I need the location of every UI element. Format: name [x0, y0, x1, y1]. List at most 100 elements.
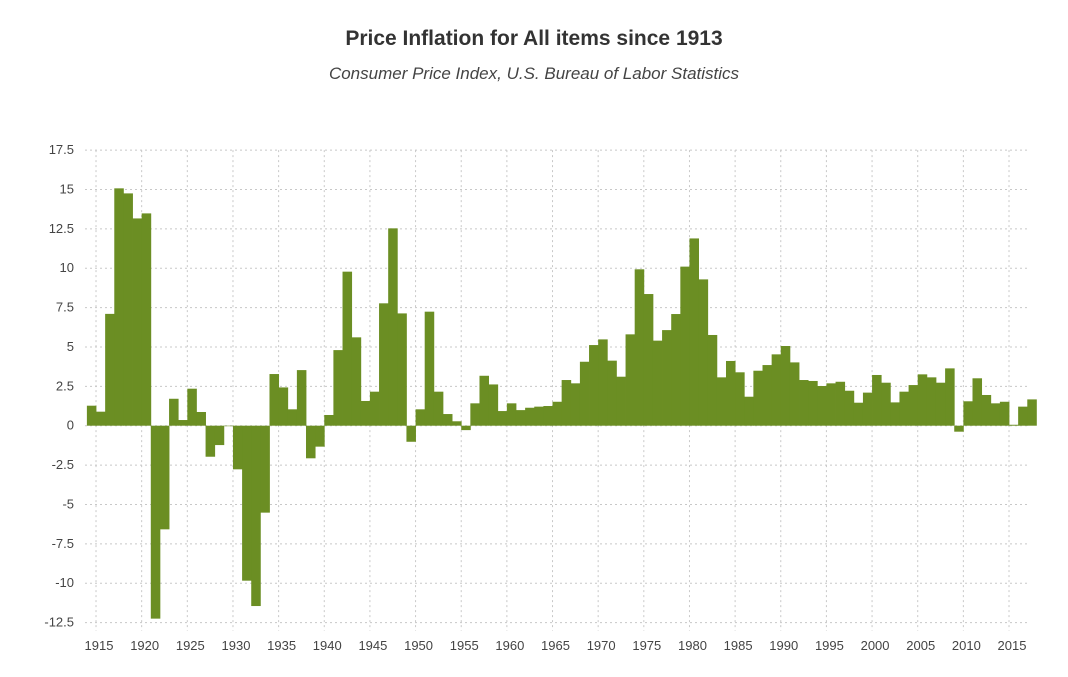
- bar-1984: [725, 360, 736, 426]
- bars: [86, 188, 1037, 619]
- bar-1955: [461, 425, 471, 431]
- bar-2016: [1018, 406, 1028, 426]
- bar-2015: [1009, 424, 1019, 426]
- x-tick-label: 1940: [313, 638, 342, 653]
- bar-1953: [442, 414, 453, 426]
- bar-1919: [132, 218, 143, 426]
- bar-1914: [86, 405, 97, 426]
- x-tick-label: 1920: [130, 638, 159, 653]
- bar-1974: [634, 269, 645, 426]
- x-tick-label: 1985: [724, 638, 753, 653]
- bar-1989: [771, 354, 782, 426]
- bar-1931: [242, 425, 252, 581]
- bar-1924: [178, 420, 188, 426]
- y-tick-label: 17.5: [49, 142, 74, 157]
- bar-1982: [707, 334, 718, 426]
- bar-1978: [671, 314, 681, 426]
- bar-1941: [333, 350, 343, 426]
- bar-2007: [935, 382, 946, 426]
- bar-2014: [999, 401, 1010, 426]
- bar-1980: [689, 238, 699, 426]
- bar-1930: [232, 425, 243, 470]
- bar-2004: [908, 385, 919, 426]
- bar-1991: [789, 362, 800, 426]
- bar-1923: [169, 398, 179, 426]
- bar-1988: [762, 365, 773, 426]
- y-tick-label: 2.5: [56, 378, 74, 393]
- bar-1922: [159, 425, 170, 530]
- bar-1960: [506, 403, 517, 426]
- chart-title: Price Inflation for All items since 1913: [345, 27, 722, 50]
- bar-1944: [360, 400, 371, 426]
- bar-1927: [205, 425, 216, 457]
- bar-1954: [452, 421, 462, 426]
- bar-2001: [881, 382, 891, 426]
- bar-1933: [260, 425, 270, 513]
- bar-1994: [817, 386, 827, 426]
- x-tick-label: 2005: [906, 638, 935, 653]
- bar-1981: [698, 279, 709, 426]
- bar-2012: [981, 394, 992, 426]
- bar-2009: [954, 425, 964, 432]
- bar-1937: [296, 370, 307, 426]
- bar-2010: [963, 401, 973, 426]
- x-tick-label: 1975: [632, 638, 661, 653]
- bar-1932: [251, 425, 261, 607]
- bar-1951: [424, 311, 435, 426]
- bar-1915: [96, 411, 106, 426]
- x-tick-label: 1995: [815, 638, 844, 653]
- bar-2013: [990, 403, 1001, 426]
- bar-1917: [114, 188, 124, 426]
- x-tick-label: 2015: [998, 638, 1027, 653]
- bar-2003: [899, 391, 909, 426]
- bar-2005: [917, 374, 928, 426]
- bar-2011: [972, 378, 983, 426]
- bar-1929: [223, 425, 234, 427]
- bar-1963: [534, 406, 544, 426]
- bar-1977: [662, 330, 672, 426]
- bar-2002: [890, 402, 900, 426]
- bar-1956: [470, 403, 480, 426]
- x-tick-label: 2000: [861, 638, 890, 653]
- bar-1958: [488, 384, 499, 426]
- bar-1946: [379, 303, 389, 426]
- bar-1938: [306, 425, 316, 459]
- y-tick-label: -5: [62, 496, 74, 511]
- bar-1959: [497, 411, 508, 426]
- bar-1975: [643, 294, 654, 426]
- chart-subtitle: Consumer Price Index, U.S. Bureau of Lab…: [329, 64, 740, 83]
- x-tick-label: 1930: [222, 638, 251, 653]
- bar-1969: [589, 345, 599, 426]
- bar-1976: [652, 340, 663, 426]
- x-tick-label: 1965: [541, 638, 570, 653]
- bar-1934: [269, 374, 280, 426]
- y-tick-label: -7.5: [52, 536, 74, 551]
- x-tick-label: 1935: [267, 638, 296, 653]
- bar-2017: [1027, 399, 1037, 426]
- y-tick-label: 10: [60, 260, 74, 275]
- bar-1987: [753, 370, 763, 426]
- bar-1961: [515, 410, 526, 426]
- bar-1947: [388, 228, 398, 426]
- bar-1962: [525, 407, 535, 426]
- bar-1965: [552, 401, 563, 426]
- bar-1967: [570, 383, 581, 426]
- bar-1949: [406, 425, 416, 442]
- bar-1970: [598, 339, 608, 426]
- y-axis: 17.5 15 12.5 10 7.5 5 2.5 0 -2.5 -5 -7.5 -10 -12.5: [44, 142, 74, 630]
- x-tick-label: 1915: [85, 638, 114, 653]
- bar-1952: [433, 391, 444, 426]
- bar-1983: [716, 377, 727, 426]
- y-tick-label: 7.5: [56, 300, 74, 315]
- x-tick-label: 1925: [176, 638, 205, 653]
- y-tick-label: 15: [60, 181, 74, 196]
- bar-1945: [369, 391, 380, 426]
- bar-1920: [141, 213, 152, 426]
- bar-1971: [607, 360, 617, 426]
- bar-1995: [826, 383, 836, 426]
- bar-1926: [196, 411, 206, 426]
- bar-2000: [872, 374, 882, 426]
- bar-1999: [862, 392, 873, 426]
- bar-1993: [808, 380, 818, 426]
- bar-1921: [150, 425, 161, 619]
